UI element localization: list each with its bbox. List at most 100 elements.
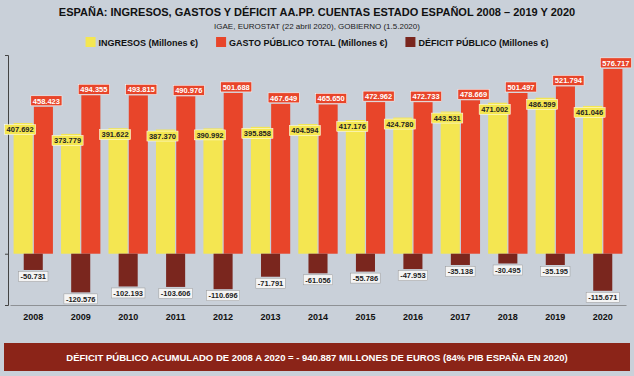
data-label-text: -50.731 [21, 272, 46, 281]
bar [109, 128, 128, 254]
data-label-box [289, 126, 320, 136]
x-tick-label: 2015 [355, 312, 375, 322]
data-label-text: 576.717 [602, 59, 629, 68]
data-label-box [574, 107, 605, 117]
data-label-text: 472.733 [412, 92, 439, 101]
bar [224, 93, 243, 254]
data-label-text: 494.355 [80, 85, 107, 94]
bar [603, 69, 622, 254]
data-label: -50.731 [19, 271, 48, 281]
data-label: 461.046 [574, 107, 605, 117]
bar [346, 120, 365, 254]
data-label-box [527, 99, 558, 109]
data-label-text: 407.692 [7, 125, 34, 134]
data-label-text: -110.696 [208, 291, 237, 300]
data-label: 391.622 [99, 130, 130, 140]
x-tick-label: 2011 [166, 312, 186, 322]
x-axis-line [11, 305, 627, 306]
data-label-text: -55.786 [353, 274, 378, 283]
data-label-text: 478.669 [460, 90, 487, 99]
data-label-box [5, 125, 36, 135]
bar [356, 254, 375, 272]
data-label-box [31, 96, 62, 106]
data-label-text: 395.858 [244, 129, 271, 138]
title: ESPAÑA: INGRESOS, GASTOS Y DÉFICIT AA.PP… [59, 6, 575, 18]
data-label: -30.495 [493, 265, 522, 275]
x-tick: 2015 [355, 305, 375, 322]
y-tick-mark [5, 254, 8, 255]
data-label-box [541, 266, 570, 276]
bar [61, 134, 80, 254]
data-label: -55.786 [351, 273, 380, 283]
data-label: -120.576 [64, 294, 98, 304]
y-tick [5, 254, 8, 255]
data-label-box [52, 135, 83, 145]
bar [508, 93, 527, 254]
data-label: 472.733 [410, 91, 441, 101]
bar [271, 104, 290, 254]
data-label-box [221, 82, 252, 92]
data-label-text: 501.497 [507, 83, 534, 92]
data-label-box [99, 130, 130, 140]
data-label-box [111, 288, 145, 298]
bar [461, 100, 480, 253]
data-label: 478.669 [458, 89, 489, 99]
bar [488, 103, 507, 254]
x-tick-label: 2019 [545, 312, 565, 322]
bar [156, 130, 175, 254]
data-label-box [384, 119, 415, 129]
data-label: 471.002 [479, 104, 510, 114]
data-label-text: -71.791 [258, 279, 283, 288]
bar [556, 86, 575, 253]
data-label-box [458, 89, 489, 99]
bar [214, 254, 233, 289]
data-label: -110.696 [206, 291, 239, 301]
legend-item: INGRESOS (Millones €) [86, 37, 199, 48]
bar [261, 254, 280, 277]
data-label-text: 390.992 [196, 131, 223, 140]
data-label: 501.497 [505, 82, 536, 92]
bar [34, 107, 53, 254]
bar [298, 124, 317, 254]
x-tick: 2008 [23, 305, 43, 322]
legend-swatch [405, 37, 415, 47]
data-label-box [19, 271, 48, 281]
data-label: 373.779 [52, 135, 83, 145]
data-label-box [398, 271, 427, 281]
data-label-box [363, 91, 394, 101]
data-label: 465.650 [316, 93, 347, 103]
data-label-box [64, 294, 98, 304]
data-label: -71.791 [256, 278, 285, 288]
data-labels: 407.692373.779391.622387.370390.992395.8… [5, 58, 632, 304]
series-bars [34, 69, 623, 254]
x-tick: 2013 [261, 305, 281, 322]
x-tick: 2017 [450, 305, 470, 322]
x-tick-label: 2009 [71, 312, 91, 322]
data-label-box [126, 84, 157, 94]
bar [319, 104, 338, 253]
x-tick: 2009 [71, 305, 91, 322]
bar [403, 254, 422, 269]
data-label-text: -103.606 [161, 289, 191, 298]
data-label-text: 461.046 [576, 108, 603, 117]
data-label: 395.858 [242, 128, 273, 138]
y-axis-line [5, 56, 9, 306]
annotation: DÉFICIT PÚBLICO ACUMULADO DE 2008 A 2020… [66, 352, 567, 363]
data-label: 521.794 [553, 75, 584, 85]
data-label: 424.780 [384, 119, 415, 129]
data-label-text: -35.195 [543, 267, 568, 276]
legend-item: GASTO PÚBLICO TOTAL (Millones €) [216, 37, 387, 48]
data-label: -61.056 [303, 275, 332, 285]
data-label-box [351, 273, 380, 283]
background [0, 0, 634, 376]
bar [166, 254, 185, 287]
y-axis [5, 56, 9, 306]
data-label-text: 417.176 [339, 122, 366, 131]
data-label: -115.671 [586, 292, 619, 302]
data-label-text: 443.531 [434, 114, 461, 123]
data-label-box [410, 91, 441, 101]
data-label: 493.815 [126, 84, 157, 94]
x-tick-label: 2020 [593, 312, 613, 322]
data-label: -103.606 [159, 288, 193, 298]
legend-label: GASTO PÚBLICO TOTAL (Millones €) [229, 37, 387, 48]
